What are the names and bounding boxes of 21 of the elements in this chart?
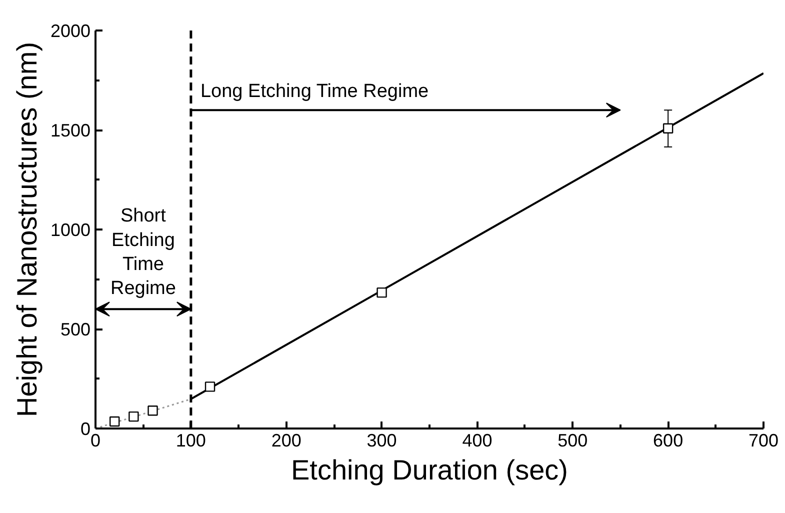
y-tick-label: 1500 <box>50 120 91 140</box>
annotation: Short Etching Time Regime <box>110 206 176 300</box>
x-tick-label: 100 <box>176 430 206 450</box>
y-tick-label: 1000 <box>50 220 91 240</box>
x-tick-label: 400 <box>462 430 492 450</box>
y-axis-title: Height of Nanostructures (nm) <box>11 42 42 418</box>
point <box>204 382 216 392</box>
y-tick-label: 2000 <box>50 21 91 41</box>
x-tick-label: 600 <box>653 430 684 450</box>
x-axis-title: Etching Duration (sec) <box>290 454 568 486</box>
point <box>128 411 139 422</box>
point <box>662 123 674 134</box>
annotation: Long Etching Time Regime <box>200 81 429 102</box>
y-tick-label: 500 <box>60 320 91 340</box>
x-tick-label: 700 <box>748 430 779 450</box>
x-tick-label: 200 <box>271 430 302 450</box>
point <box>148 405 158 416</box>
x-tick-label: 500 <box>558 430 588 450</box>
point <box>109 416 120 427</box>
x-tick-label: 300 <box>366 430 397 450</box>
point <box>376 287 387 298</box>
